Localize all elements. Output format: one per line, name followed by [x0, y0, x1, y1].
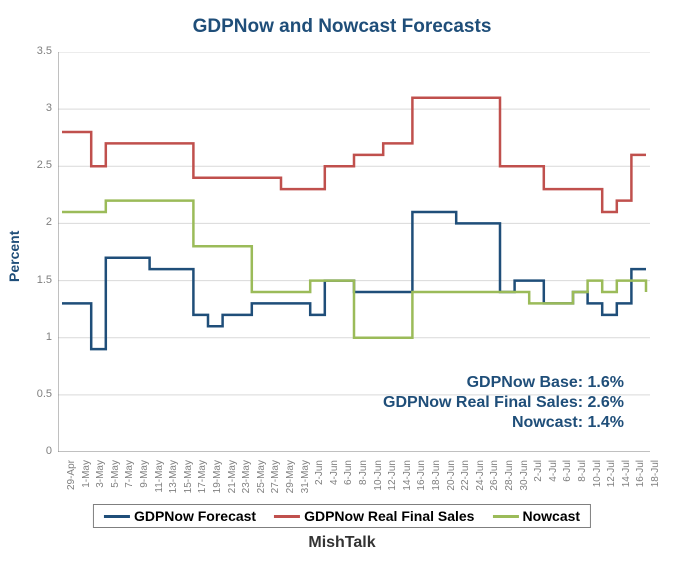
legend-label: Nowcast [522, 508, 580, 524]
legend-swatch [104, 515, 130, 518]
chart-legend: GDPNow Forecast GDPNow Real Final Sales No… [93, 504, 591, 528]
legend-item: GDPNow Forecast [104, 508, 256, 524]
x-tick-label: 28-Jun [504, 460, 515, 504]
x-tick-label: 30-Jun [519, 460, 530, 504]
x-tick-label: 4-Jun [329, 460, 340, 504]
x-tick-label: 8-Jun [358, 460, 369, 504]
chart-annotations: GDPNow Base: 1.6% GDPNow Real Final Sales… [383, 372, 624, 434]
x-tick-label: 13-May [168, 460, 179, 504]
y-tick-label: 3.5 [24, 45, 52, 57]
legend-item: Nowcast [492, 508, 580, 524]
x-tick-label: 1-May [81, 460, 92, 504]
legend-swatch [274, 515, 300, 518]
x-tick-label: 31-May [300, 460, 311, 504]
x-tick-label: 12-Jun [387, 460, 398, 504]
chart-container: GDPNow and Nowcast Forecasts Percent 0 0.… [0, 0, 684, 571]
source-label: MishTalk [0, 534, 684, 552]
x-tick-label: 29-Apr [66, 460, 77, 504]
annotation-line: GDPNow Real Final Sales: 2.6% [383, 394, 624, 412]
x-tick-label: 20-Jun [446, 460, 457, 504]
y-tick-label: 2 [24, 216, 52, 228]
legend-label: GDPNow Forecast [134, 508, 256, 524]
chart-title: GDPNow and Nowcast Forecasts [0, 16, 684, 38]
x-tick-label: 22-Jun [460, 460, 471, 504]
y-tick-label: 3 [24, 102, 52, 114]
x-tick-label: 10-Jun [373, 460, 384, 504]
x-tick-label: 16-Jul [635, 460, 646, 504]
y-tick-label: 0.5 [24, 388, 52, 400]
x-tick-label: 17-May [197, 460, 208, 504]
x-tick-label: 29-May [285, 460, 296, 504]
x-tick-label: 16-Jun [416, 460, 427, 504]
annotation-line: Nowcast: 1.4% [383, 414, 624, 432]
x-tick-label: 10-Jul [592, 460, 603, 504]
legend-label: GDPNow Real Final Sales [304, 508, 474, 524]
series-line [62, 98, 646, 212]
y-tick-label: 1 [24, 331, 52, 343]
legend-item: GDPNow Real Final Sales [274, 508, 474, 524]
y-tick-label: 2.5 [24, 159, 52, 171]
y-tick-label: 1.5 [24, 274, 52, 286]
y-tick-label: 0 [24, 445, 52, 457]
x-tick-label: 26-Jun [489, 460, 500, 504]
x-tick-label: 14-Jun [402, 460, 413, 504]
x-tick-label: 8-Jul [577, 460, 588, 504]
x-tick-label: 4-Jul [548, 460, 559, 504]
x-tick-label: 2-Jun [314, 460, 325, 504]
x-tick-label: 15-May [183, 460, 194, 504]
legend-swatch [492, 515, 518, 518]
x-tick-label: 24-Jun [475, 460, 486, 504]
x-tick-label: 9-May [139, 460, 150, 504]
x-tick-label: 12-Jul [606, 460, 617, 504]
x-tick-label: 11-May [154, 460, 165, 504]
x-tick-label: 21-May [227, 460, 238, 504]
x-tick-label: 5-May [110, 460, 121, 504]
annotation-line: GDPNow Base: 1.6% [383, 374, 624, 392]
y-axis-label: Percent [6, 231, 22, 282]
x-tick-label: 2-Jul [533, 460, 544, 504]
x-tick-label: 6-Jun [343, 460, 354, 504]
x-tick-label: 18-Jun [431, 460, 442, 504]
x-tick-label: 3-May [95, 460, 106, 504]
x-tick-label: 23-May [241, 460, 252, 504]
x-tick-label: 6-Jul [562, 460, 573, 504]
x-tick-label: 19-May [212, 460, 223, 504]
x-tick-label: 7-May [124, 460, 135, 504]
x-tick-label: 14-Jul [621, 460, 632, 504]
x-tick-label: 18-Jul [650, 460, 661, 504]
x-tick-label: 25-May [256, 460, 267, 504]
x-tick-label: 27-May [270, 460, 281, 504]
